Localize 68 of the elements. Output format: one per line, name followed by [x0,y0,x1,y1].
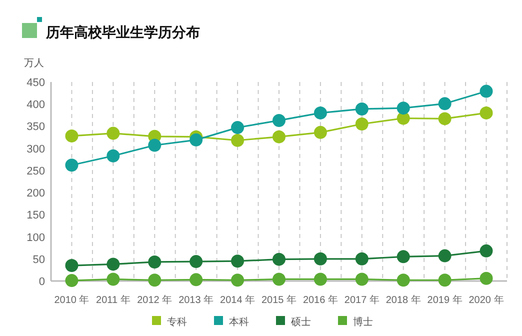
x-tick-label: 2012 年 [137,294,172,306]
point [438,112,452,126]
x-tick-label: 2016 年 [302,294,338,306]
point [396,102,410,115]
point [190,133,203,146]
x-tick-label: 2014 年 [220,294,256,306]
point [438,249,452,262]
x-tick-label: 2020 年 [468,294,504,306]
y-tick-label: 300 [26,143,45,156]
legend-label: 本科 [229,316,249,328]
point [272,272,286,286]
chart-title: 历年高校毕业生学历分布 [45,24,200,40]
point [480,84,493,98]
point [272,252,286,266]
x-tick-label: 2011 年 [96,294,130,306]
y-tick-label: 200 [26,188,45,200]
point [231,134,244,147]
point [355,272,368,286]
y-tick-label: 350 [26,121,45,134]
point [272,114,286,127]
point [106,272,120,286]
point [314,126,327,139]
point [272,130,286,144]
point [314,252,327,266]
point [231,121,244,134]
y-tick-label: 400 [26,99,45,112]
y-axis-title: 万人 [24,58,44,69]
point [65,259,78,272]
legend-label: 专科 [167,316,187,328]
point [396,274,410,287]
point [148,255,162,268]
y-tick-label: 250 [26,165,45,178]
y-tick-label: 0 [38,276,45,288]
y-tick-label: 450 [26,77,45,89]
point [438,97,452,110]
point [106,149,120,162]
point [65,129,78,142]
x-tick-label: 2017 年 [344,294,380,306]
point [438,274,452,287]
point [106,258,120,271]
point [480,106,493,120]
x-tick-label: 2019 年 [427,294,462,306]
point [190,255,203,268]
point [190,273,203,286]
point [314,106,327,120]
legend-label: 硕士 [290,316,311,328]
point [65,158,78,172]
x-tick-label: 2013 年 [178,294,214,306]
point [231,254,244,268]
point [65,274,78,288]
point [148,274,162,287]
point [355,118,368,131]
point [148,138,162,152]
y-tick-label: 50 [32,254,45,266]
point [355,102,368,116]
x-tick-label: 2015 年 [261,294,297,306]
point [396,250,410,264]
y-tick-label: 150 [26,210,45,222]
point [314,272,327,286]
x-tick-label: 2018 年 [386,294,421,306]
point [480,272,493,285]
legend-label: 博士 [353,316,373,328]
x-tick-label: 2010 年 [54,294,90,306]
point [480,244,493,258]
y-tick-label: 100 [26,232,45,244]
point [231,274,244,287]
point [106,126,120,140]
point [355,252,368,266]
